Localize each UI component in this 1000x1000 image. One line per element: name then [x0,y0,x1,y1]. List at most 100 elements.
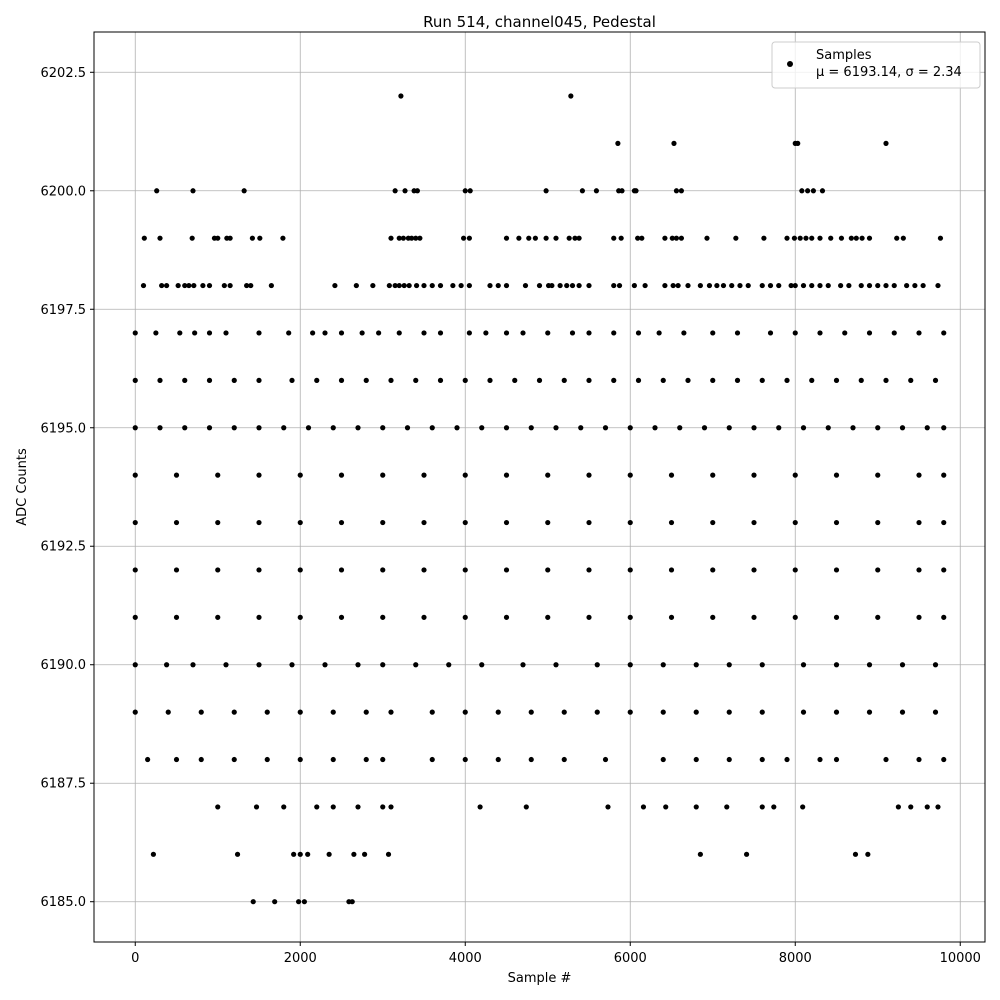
data-point [642,282,648,289]
data-point [543,188,549,194]
x-tick-label: 8000 [779,951,812,966]
data-point [190,662,196,668]
data-point [858,282,864,289]
data-points [132,93,947,905]
data-point [710,519,716,526]
data-point [297,519,303,526]
data-point [714,282,720,289]
data-point [280,235,286,241]
data-point [751,519,757,526]
data-point [206,330,213,336]
data-point [248,282,254,289]
data-point [784,377,790,383]
data-point [164,282,170,289]
data-point [297,851,303,857]
data-point [633,188,639,194]
data-point [792,519,798,526]
data-point [479,425,485,431]
plot-frame [93,31,986,943]
data-point [673,188,680,194]
data-point [706,282,713,289]
data-point [733,235,739,241]
data-point [724,804,730,810]
data-point [875,472,881,478]
data-point [467,188,473,194]
data-point [720,282,727,289]
data-point [697,282,703,289]
data-point [586,567,592,573]
data-point [891,330,897,336]
data-point [175,282,181,289]
data-point [231,425,237,431]
data-point [627,709,633,715]
data-point [396,282,402,289]
data-point [487,377,493,383]
data-point [380,519,386,526]
data-point [380,662,386,668]
data-point [326,851,332,857]
data-point [828,235,834,241]
data-point [380,804,386,810]
data-point [355,662,361,668]
data-point [685,377,691,383]
data-point [461,235,467,241]
data-point [800,282,807,289]
data-point [479,662,485,668]
data-point [182,425,188,431]
data-point [932,377,939,383]
data-point [941,425,947,431]
data-point [833,614,840,620]
data-point [206,377,213,383]
data-point [817,282,823,289]
data-point [866,282,873,289]
data-point [191,282,197,289]
data-point [256,662,262,668]
data-point [825,282,831,289]
data-point [916,519,922,526]
data-point [421,330,427,336]
data-point [338,567,345,573]
data-point [797,235,803,241]
data-point [256,472,262,478]
data-point [593,188,600,194]
data-point [190,188,196,194]
data-point [726,756,732,763]
data-point [380,425,386,431]
data-point [734,330,741,336]
data-point [670,282,676,289]
data-point [662,282,668,289]
data-point [668,472,675,478]
data-point [338,377,345,383]
data-point [895,804,901,810]
legend: Samples μ = 6193.14, σ = 2.34 [771,41,981,89]
data-point [792,472,798,478]
data-point [800,709,807,715]
chart-title: Run 514, channel045, Pedestal [423,13,656,31]
data-point [223,662,229,668]
data-point [566,235,572,241]
legend-marker [787,61,793,67]
data-point [450,282,456,289]
data-point [894,235,900,241]
y-tick-label: 6187.5 [41,777,87,792]
data-point [817,235,823,241]
data-point [231,377,237,383]
data-point [883,756,889,763]
data-point [234,851,241,857]
data-point [825,425,831,431]
data-point [244,282,250,289]
data-point [503,330,510,336]
data-point [627,519,633,526]
data-point [545,472,551,478]
data-point [520,330,526,336]
data-point [429,282,435,289]
data-point [186,282,192,289]
data-point [776,425,782,431]
data-point [421,519,427,526]
data-point [291,851,297,857]
data-point [784,756,790,763]
data-point [611,377,617,383]
data-point [576,282,582,289]
data-point [853,235,859,241]
data-point [842,330,848,336]
